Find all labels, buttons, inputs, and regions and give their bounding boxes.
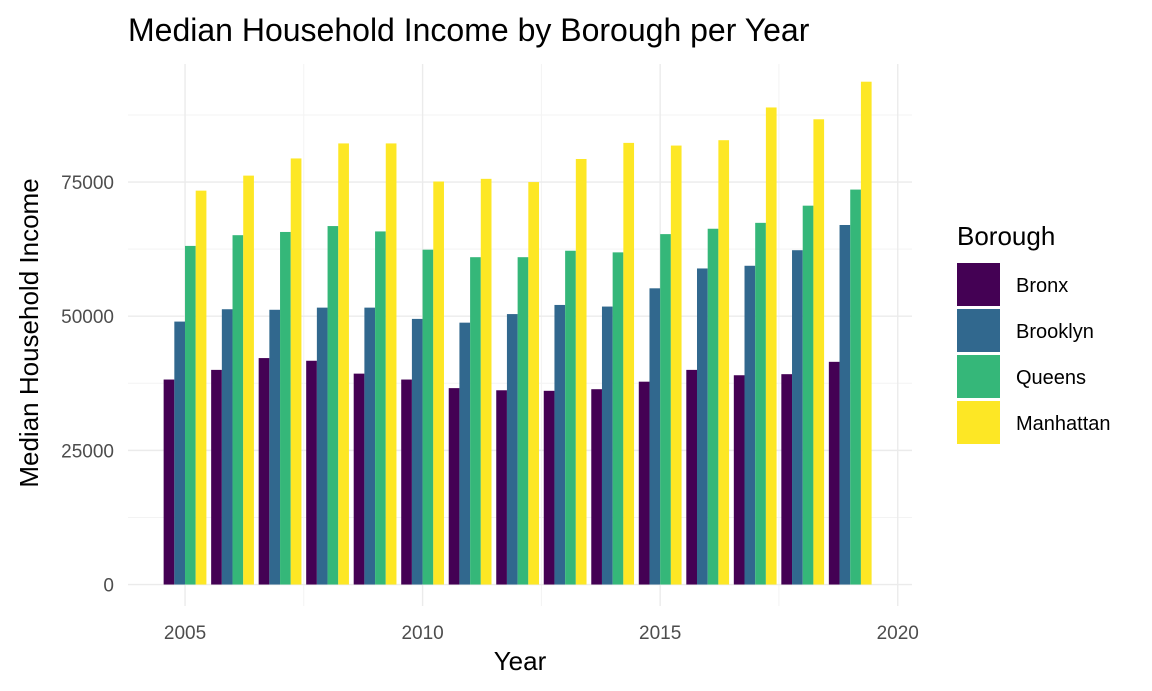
bar-bronx-2005 (163, 379, 175, 585)
bar-manhattan-2016 (718, 140, 730, 585)
legend-label-brooklyn: Brooklyn (1016, 321, 1094, 343)
legend-key-manhattan (957, 401, 1000, 444)
bar-brooklyn-2009 (364, 307, 376, 585)
bar-queens-2017 (755, 222, 766, 585)
y-axis-ticks: 0 25000 50000 75000 (61, 173, 114, 596)
chart-title: Median Household Income by Borough per Y… (128, 12, 810, 48)
bar-bronx-2010 (401, 379, 412, 585)
legend-key-queens (957, 355, 1000, 398)
bar-bronx-2014 (591, 389, 602, 585)
x-tick-label: 2010 (401, 623, 443, 644)
bar-brooklyn-2008 (316, 307, 328, 585)
bar-bronx-2017 (733, 375, 745, 585)
bar-brooklyn-2013 (554, 304, 566, 585)
legend-label-bronx: Bronx (1016, 275, 1068, 297)
bar-queens-2016 (707, 228, 719, 585)
bar-manhattan-2019 (860, 81, 872, 585)
bar-manhattan-2005 (195, 190, 207, 585)
x-tick-label: 2015 (639, 623, 681, 644)
bar-queens-2007 (280, 231, 291, 585)
bar-queens-2009 (375, 231, 386, 585)
bar-queens-2018 (802, 205, 814, 585)
bar-manhattan-2012 (528, 182, 540, 585)
bar-queens-2014 (612, 252, 624, 585)
bar-bronx-2011 (448, 388, 460, 585)
bar-brooklyn-2010 (411, 318, 423, 585)
bar-bronx-2019 (828, 361, 840, 585)
bar-manhattan-2015 (670, 145, 682, 585)
bar-bronx-2013 (543, 390, 555, 585)
bar-bronx-2009 (353, 373, 365, 585)
bar-brooklyn-2018 (792, 250, 803, 585)
bar-bronx-2012 (496, 390, 507, 585)
y-tick-label: 75000 (61, 173, 114, 194)
bar-bronx-2008 (306, 360, 317, 585)
y-tick-label: 0 (103, 576, 114, 597)
bar-brooklyn-2015 (649, 288, 661, 585)
y-tick-label: 50000 (61, 307, 114, 328)
bar-queens-2012 (517, 257, 529, 585)
bar-queens-2005 (185, 245, 196, 585)
bar-queens-2010 (422, 249, 434, 585)
bar-brooklyn-2005 (174, 321, 186, 585)
x-tick-label: 2020 (877, 623, 919, 644)
bar-bronx-2007 (258, 358, 270, 585)
bar-queens-2008 (327, 226, 339, 585)
bar-bronx-2016 (686, 369, 697, 585)
x-axis-ticks: 2005 2010 2015 2020 (164, 623, 919, 644)
bar-bronx-2015 (638, 381, 650, 585)
bar-manhattan-2017 (765, 107, 777, 585)
bar-brooklyn-2011 (459, 322, 471, 585)
bar-manhattan-2013 (575, 158, 587, 585)
bar-bronx-2018 (781, 374, 793, 585)
bar-brooklyn-2014 (601, 306, 613, 585)
bar-manhattan-2011 (480, 178, 492, 585)
bar-manhattan-2007 (290, 158, 302, 585)
bar-brooklyn-2012 (506, 314, 518, 585)
legend-key-brooklyn (957, 309, 1000, 352)
bar-queens-2006 (232, 235, 244, 585)
bar-brooklyn-2007 (269, 309, 281, 585)
bar-brooklyn-2019 (839, 224, 851, 585)
bar-bronx-2006 (211, 369, 222, 585)
bar-manhattan-2014 (623, 142, 635, 585)
bar-brooklyn-2016 (696, 268, 708, 585)
y-tick-label: 25000 (61, 441, 114, 462)
legend: Borough Bronx Brooklyn Queens Manhattan (957, 221, 1111, 444)
bars (163, 81, 872, 585)
bar-queens-2015 (660, 234, 671, 585)
legend-key-bronx (957, 263, 1000, 306)
bar-manhattan-2006 (243, 175, 254, 585)
bar-queens-2019 (850, 189, 861, 585)
bar-queens-2013 (565, 250, 576, 585)
legend-label-manhattan: Manhattan (1016, 413, 1111, 435)
bar-manhattan-2018 (813, 119, 825, 585)
x-axis-title: Year (494, 646, 547, 676)
x-tick-label: 2005 (164, 623, 206, 644)
bar-manhattan-2010 (433, 181, 444, 585)
legend-items: Bronx Brooklyn Queens Manhattan (957, 263, 1111, 444)
legend-label-queens: Queens (1016, 367, 1086, 389)
bar-manhattan-2009 (385, 143, 397, 585)
bar-queens-2011 (470, 257, 481, 585)
legend-title: Borough (957, 221, 1055, 251)
y-axis-title: Median Household Income (14, 178, 44, 487)
bar-manhattan-2008 (338, 143, 349, 585)
bar-brooklyn-2006 (221, 309, 233, 585)
bar-brooklyn-2017 (744, 265, 756, 585)
